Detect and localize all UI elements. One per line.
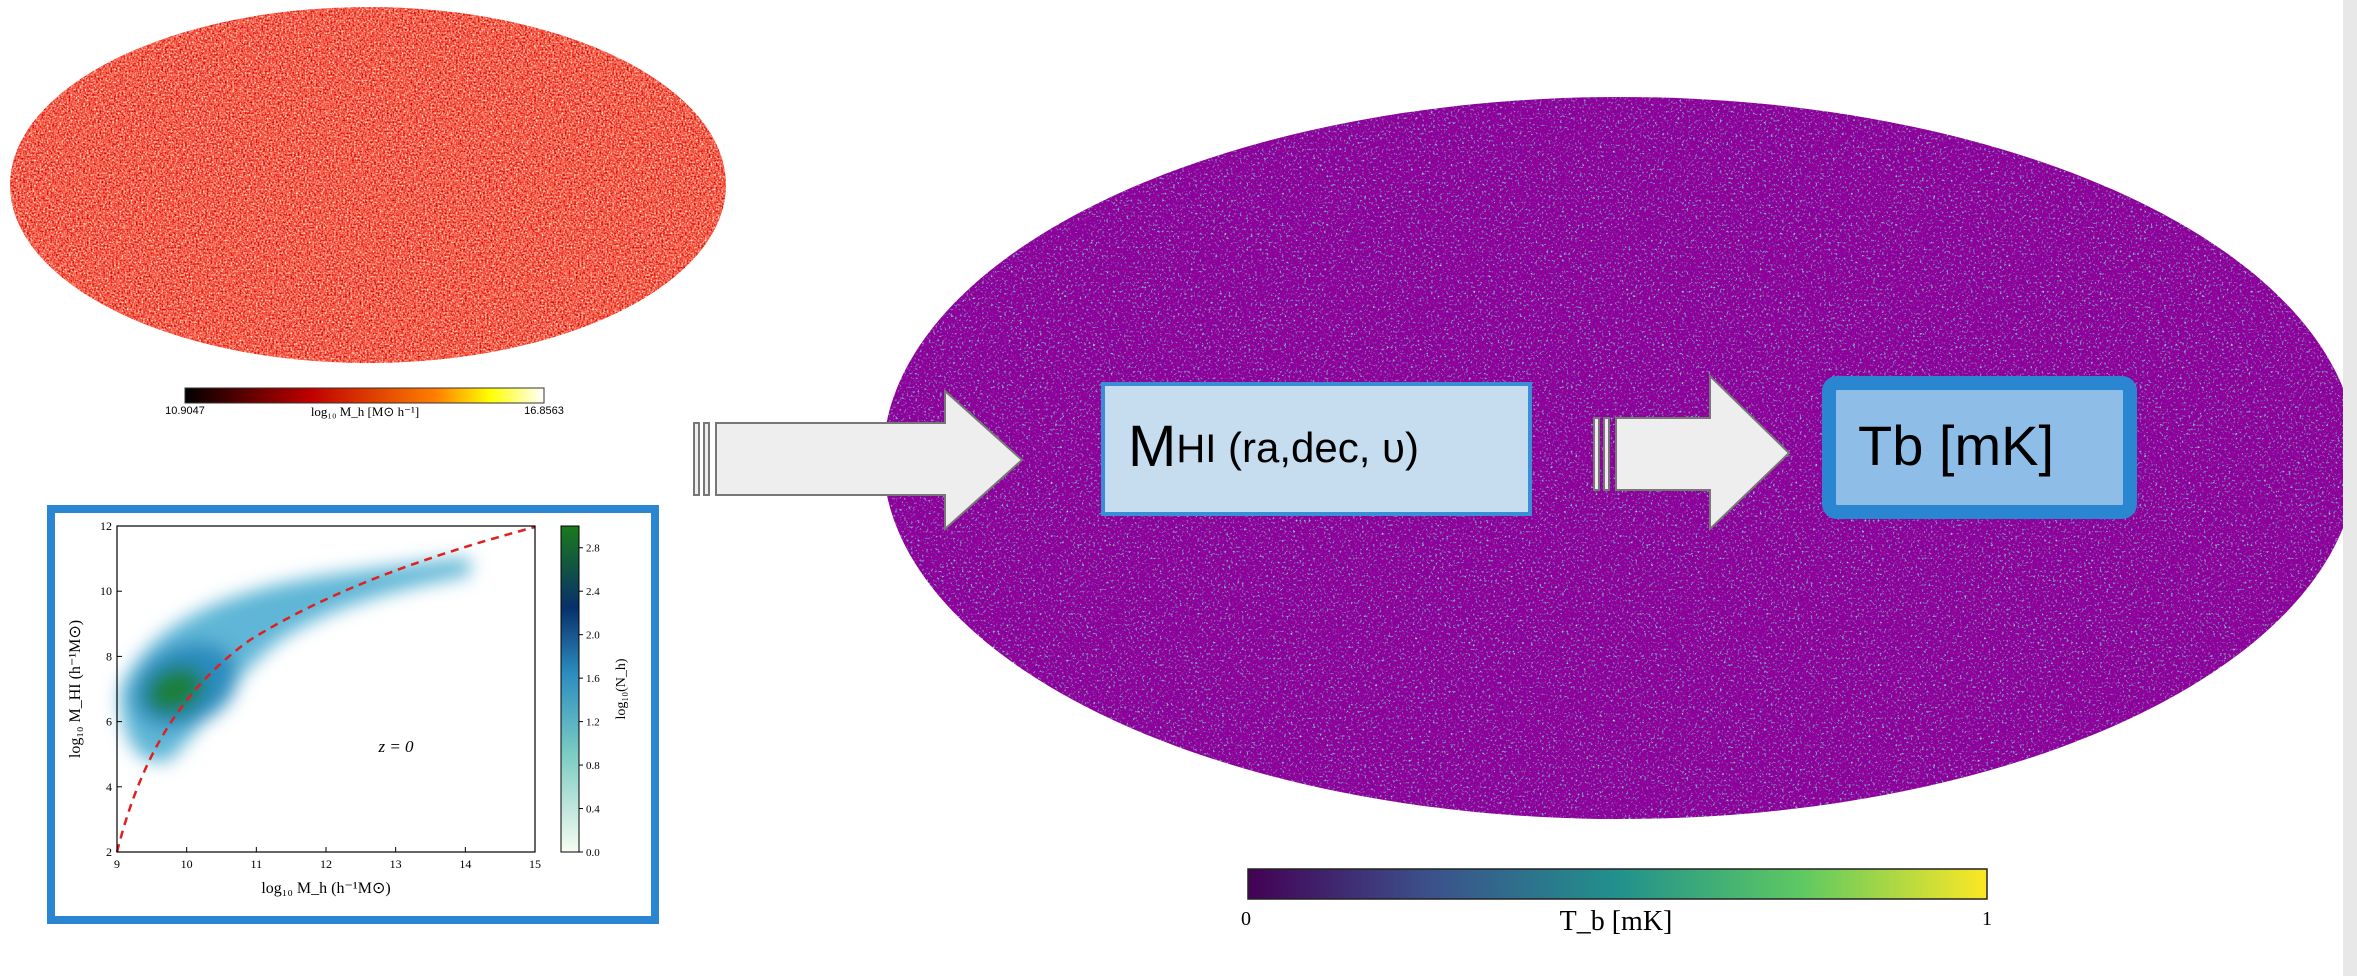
colorbar-tick-label: 1.6 [586,673,600,685]
colorbar-tick-label: 1.2 [586,717,600,729]
colorbar-tick-label: 2.0 [586,630,600,642]
colorbar-tick-label: 0.8 [586,760,600,772]
y-axis-label: log₁₀ M_HI (h⁻¹M⊙) [67,620,84,758]
x-axis-label: log₁₀ M_h (h⁻¹M⊙) [261,880,390,897]
colorbar-label: log₁₀(N_h) [614,658,629,719]
x-tick-label: 11 [251,857,263,871]
colorbar-min: 10.9047 [165,405,205,417]
y-tick-label: 4 [106,780,112,794]
colorbar-tick-label: 0.0 [586,847,600,859]
temperature-colorbar [1248,869,1987,899]
y-tick-label: 8 [106,649,112,663]
x-tick-label: 13 [390,857,402,871]
y-tick-label: 6 [106,715,112,729]
label-main: M [1128,414,1176,479]
colorbar-max: 1 [1982,908,1992,930]
halo-sky-map [10,7,726,363]
colorbar-tick-label: 0.4 [586,804,600,816]
x-tick-label: 10 [181,857,193,871]
slide: 10.9047 log₁₀ M_h [M⊙ h⁻¹] 16.8563 z = 0… [0,0,2357,976]
flow-box-label: Tb [mK] [1858,414,2054,477]
y-tick-label: 12 [100,519,112,533]
scroll-edge [2343,0,2357,976]
label-sub: HI [1176,427,1216,471]
x-tick-label: 12 [320,857,332,871]
flow-box-label: MHI (ra,dec, υ) [1128,414,1419,479]
label-rest: (ra,dec, υ) [1216,424,1419,471]
colorbar-max: 16.8563 [524,405,564,417]
plot-annotation: z = 0 [377,737,414,756]
plot-colorbar [561,526,579,852]
colorbar-min: 0 [1241,908,1251,930]
x-tick-label: 9 [114,857,120,871]
y-tick-label: 10 [100,584,112,598]
y-tick-label: 2 [106,845,112,859]
colorbar-tick-label: 2.4 [586,586,600,598]
halo-colorbar [185,388,544,403]
colorbar-label: T_b [mK] [1560,906,1673,937]
x-tick-label: 14 [459,857,471,871]
colorbar-label: log₁₀ M_h [M⊙ h⁻¹] [311,404,419,419]
x-tick-label: 15 [529,857,541,871]
colorbar-tick-label: 2.8 [586,543,600,555]
